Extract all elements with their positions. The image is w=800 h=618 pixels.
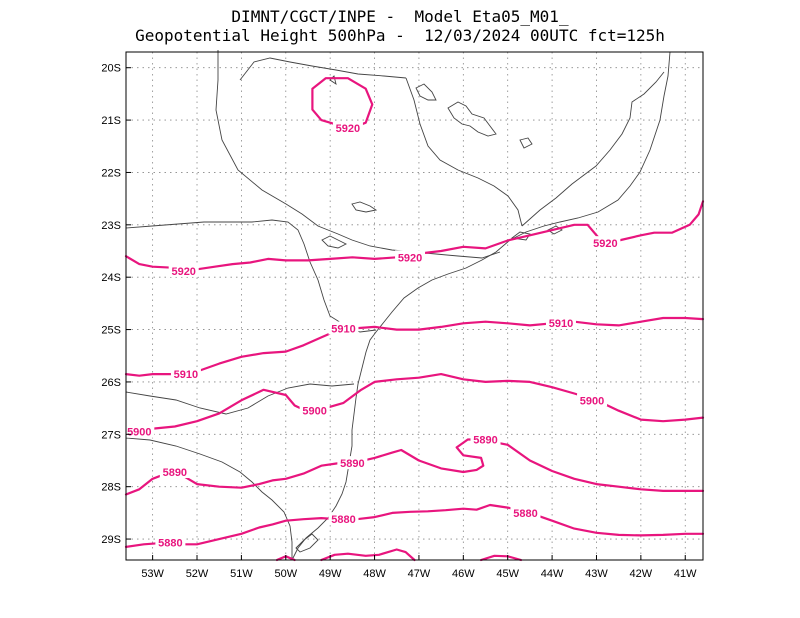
border	[125, 437, 293, 560]
x-tick-label: 50W	[274, 568, 297, 580]
contour-label-background	[590, 236, 621, 250]
border	[215, 50, 501, 259]
contour-label-background	[577, 393, 608, 407]
y-tick-label: 23S	[101, 220, 121, 232]
border	[405, 77, 523, 227]
map-title-line-2: Geopotential Height 500hPa - 12/03/2024 …	[135, 26, 665, 45]
y-tick-label: 29S	[101, 534, 121, 546]
border	[239, 57, 407, 81]
contour-lines	[124, 77, 705, 562]
x-tick-label: 48W	[363, 568, 386, 580]
y-tick-label: 26S	[101, 377, 121, 389]
map-frame	[125, 51, 704, 561]
contour-label-5880: 5880	[158, 538, 182, 550]
x-tick-label: 41W	[674, 568, 697, 580]
x-tick-label: 45W	[496, 568, 519, 580]
contour-label-5910: 5910	[549, 318, 573, 330]
contour-label-5890: 5890	[473, 435, 497, 447]
contour-line-5900	[124, 373, 705, 433]
y-tick-label: 22S	[101, 167, 121, 179]
contour-label-background	[332, 120, 363, 134]
longitude-tick-labels: 53W 52W 51W 50W 49W 48W 47W 46W 45W 44W 43W 42W 41W	[141, 555, 697, 580]
contour-label-5890: 5890	[163, 467, 187, 479]
reservoir	[415, 83, 437, 101]
border	[125, 219, 377, 333]
contour-label-background	[299, 403, 330, 417]
x-tick-label: 49W	[319, 568, 342, 580]
contour-label-background	[328, 512, 359, 526]
contour-label-background	[155, 535, 186, 549]
contour-label-background	[470, 432, 501, 446]
y-tick-label: 24S	[101, 272, 121, 284]
contour-label-5900: 5900	[127, 427, 151, 439]
x-tick-label: 46W	[452, 568, 475, 580]
x-tick-label: 44W	[541, 568, 564, 580]
border	[579, 71, 665, 179]
contour-label-5920: 5920	[336, 123, 360, 135]
x-tick-label: 47W	[408, 568, 431, 580]
island	[510, 231, 531, 241]
contour-label-background	[124, 424, 155, 438]
contour-line-5870	[320, 548, 416, 562]
contour-label-background	[510, 505, 541, 519]
contour-line-5890	[124, 438, 705, 496]
contour-label-background	[328, 321, 359, 335]
contour-label-background	[168, 263, 199, 277]
x-tick-label: 52W	[186, 568, 209, 580]
contour-label-5890: 5890	[340, 458, 364, 470]
contour-label-5920: 5920	[171, 266, 195, 278]
contour-label-5900: 5900	[302, 406, 326, 418]
contour-label-5910: 5910	[331, 324, 355, 336]
contour-label-background	[545, 315, 576, 329]
border	[521, 177, 581, 227]
reservoir	[321, 235, 348, 249]
contour-line-5880	[124, 503, 705, 548]
contour-label-5920: 5920	[593, 238, 617, 250]
island	[547, 225, 563, 235]
y-tick-label: 28S	[101, 482, 121, 494]
contour-label-5880: 5880	[331, 514, 355, 526]
contour-label-5920: 5920	[398, 252, 422, 264]
contour-labels: 5920 5920 5920 5920 5910 5910 5910 5900 5900 5900…	[124, 120, 621, 550]
y-tick-label: 20S	[101, 63, 121, 75]
x-tick-label: 43W	[585, 568, 608, 580]
x-tick-label: 51W	[230, 568, 253, 580]
y-tick-label: 27S	[101, 429, 121, 441]
grid-lines	[126, 52, 703, 560]
reservoir	[447, 101, 497, 137]
contour-label-5910: 5910	[174, 369, 198, 381]
contour-label-5880: 5880	[513, 508, 537, 520]
reservoir	[351, 201, 378, 213]
contour-label-background	[170, 367, 201, 381]
y-tick-label: 21S	[101, 115, 121, 127]
latitude-tick-labels: 20S 21S 22S 23S 24S 25S 26S 27S 28S 29S	[101, 63, 131, 546]
reservoir	[519, 137, 533, 149]
coastline	[291, 51, 671, 561]
x-tick-label: 42W	[630, 568, 653, 580]
contour-line-5910	[124, 316, 705, 377]
contour-label-background	[337, 456, 368, 470]
border	[125, 383, 355, 415]
contour-label-background	[159, 465, 190, 479]
lagoon	[295, 533, 319, 553]
coastline-and-borders	[125, 50, 671, 561]
y-tick-label: 25S	[101, 325, 121, 337]
map-title-line-1: DIMNT/CGCT/INPE - Model Eta05_M01_	[231, 7, 569, 26]
x-tick-label: 53W	[141, 568, 164, 580]
contour-line-5870	[480, 554, 523, 562]
contour-line-5920	[124, 200, 705, 271]
contour-label-5900: 5900	[580, 395, 604, 407]
contour-label-background	[395, 250, 426, 264]
